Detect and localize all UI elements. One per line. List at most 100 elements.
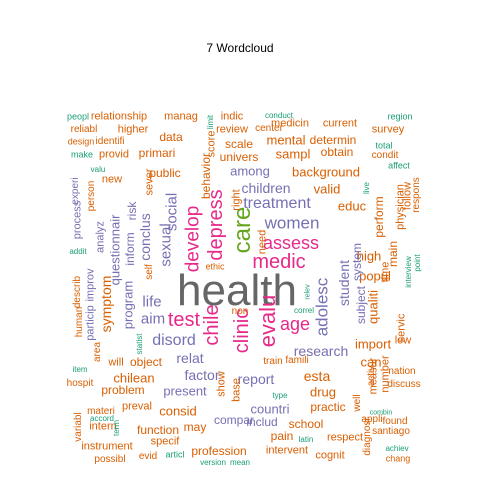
- word-peopl: peopl: [66, 111, 90, 122]
- word-relat: relat: [176, 350, 204, 366]
- word-respect: respect: [326, 431, 364, 444]
- word-possibl: possibl: [94, 454, 126, 465]
- word-present: present: [163, 383, 207, 399]
- word-compar: compar: [213, 413, 255, 427]
- word-valid: valid: [313, 181, 341, 197]
- word-social: social: [163, 192, 181, 232]
- word-aim: aim: [140, 310, 166, 328]
- word-chilean: chilean: [113, 370, 155, 386]
- word-school: school: [288, 417, 324, 431]
- word-point: point: [413, 254, 422, 272]
- word-review: review: [216, 123, 248, 136]
- word-intern: intern: [89, 420, 117, 433]
- word-report: report: [237, 371, 275, 387]
- word-preval: preval: [122, 400, 152, 413]
- word-servic: servic: [395, 313, 408, 343]
- word-condit: condit: [371, 150, 399, 161]
- word-statist: statist: [135, 333, 144, 355]
- word-accord: accord: [89, 414, 115, 423]
- word-manag: manag: [164, 110, 198, 123]
- word-region: region: [387, 111, 413, 122]
- word-factor: factor: [184, 367, 220, 383]
- word-term: term: [112, 420, 121, 436]
- word-affect: affect: [388, 160, 410, 171]
- word-relev: relev: [304, 284, 312, 300]
- word-type: type: [272, 391, 288, 400]
- word-drug: drug: [309, 384, 337, 400]
- word-public: public: [149, 166, 181, 180]
- word-need: need: [256, 229, 269, 255]
- word-evid: evid: [138, 451, 158, 462]
- word-conduct: conduct: [264, 111, 294, 120]
- word-current: current: [322, 117, 358, 130]
- word-design: design: [67, 136, 95, 147]
- word-popul: popul: [359, 268, 391, 284]
- word-famili: famili: [285, 355, 309, 366]
- word-experi: experi: [70, 177, 81, 205]
- word-qualiti: qualiti: [365, 290, 381, 324]
- word-may: may: [183, 420, 207, 434]
- word-reliabl: reliabl: [70, 124, 98, 135]
- word-correl: correl: [293, 306, 315, 315]
- word-center: center: [255, 123, 283, 134]
- word-esta: esta: [303, 368, 331, 384]
- word-behavior: behavior: [199, 152, 213, 200]
- word-improv: improv: [84, 268, 97, 302]
- word-object: object: [129, 355, 163, 369]
- word-human: human: [74, 306, 85, 338]
- word-well: well: [352, 394, 363, 412]
- word-symptom: symptom: [98, 275, 114, 333]
- word-valu: valu: [90, 165, 106, 174]
- word-particip: particip: [84, 305, 97, 341]
- word-will: will: [108, 356, 124, 369]
- word-ethic: ethic: [205, 261, 225, 272]
- word-among: among: [230, 163, 270, 179]
- word-chang: chang: [385, 453, 411, 464]
- word-variabl: variabl: [73, 412, 84, 442]
- word-profession: profession: [191, 444, 247, 458]
- word-analyz: analyz: [94, 221, 107, 253]
- word-intervent: intervent: [265, 444, 309, 457]
- word-appli: appli: [361, 414, 383, 425]
- word-women: women: [264, 213, 320, 233]
- word-interview: interview: [404, 256, 413, 288]
- word-care: care: [229, 206, 256, 254]
- word-univers: univers: [219, 150, 259, 164]
- word-respons: respons: [411, 177, 422, 213]
- word-process: process: [71, 200, 84, 240]
- word-item: item: [72, 365, 88, 374]
- word-new: new: [101, 173, 123, 186]
- word-relationship: relationship: [90, 110, 148, 123]
- word-show: show: [215, 371, 228, 397]
- word-low: low: [394, 334, 412, 347]
- word-specif: specif: [150, 435, 180, 448]
- word-obtain: obtain: [320, 145, 354, 159]
- word-can: can: [360, 354, 382, 370]
- word-health: health: [177, 266, 297, 315]
- word-make: make: [70, 149, 94, 160]
- word-children: children: [241, 180, 291, 196]
- word-live: live: [362, 181, 371, 195]
- word-activ: activ: [366, 365, 377, 387]
- word-pain: pain: [270, 429, 294, 443]
- word-high: high: [356, 248, 382, 264]
- word-base: base: [230, 378, 243, 402]
- word-score: score: [205, 130, 218, 158]
- word-assess: assess: [262, 233, 320, 253]
- word-medic: medic: [252, 251, 306, 273]
- word-import: import: [354, 336, 392, 352]
- word-scale: scale: [224, 137, 254, 151]
- word-includ: includ: [246, 415, 278, 429]
- word-achiev: achiev: [385, 444, 409, 453]
- word-treatment: treatment: [243, 195, 311, 212]
- word-latin: latin: [298, 435, 314, 444]
- word-identifi: identifi: [95, 136, 125, 147]
- word-sampl: sampl: [275, 146, 311, 162]
- word-addit: addit: [69, 247, 87, 256]
- word-articl: articl: [165, 449, 185, 460]
- word-describ: describ: [72, 275, 83, 309]
- word-function: function: [136, 423, 180, 437]
- word-provid: provid: [99, 148, 129, 161]
- word-survey: survey: [371, 123, 405, 136]
- word-version: version: [200, 458, 226, 467]
